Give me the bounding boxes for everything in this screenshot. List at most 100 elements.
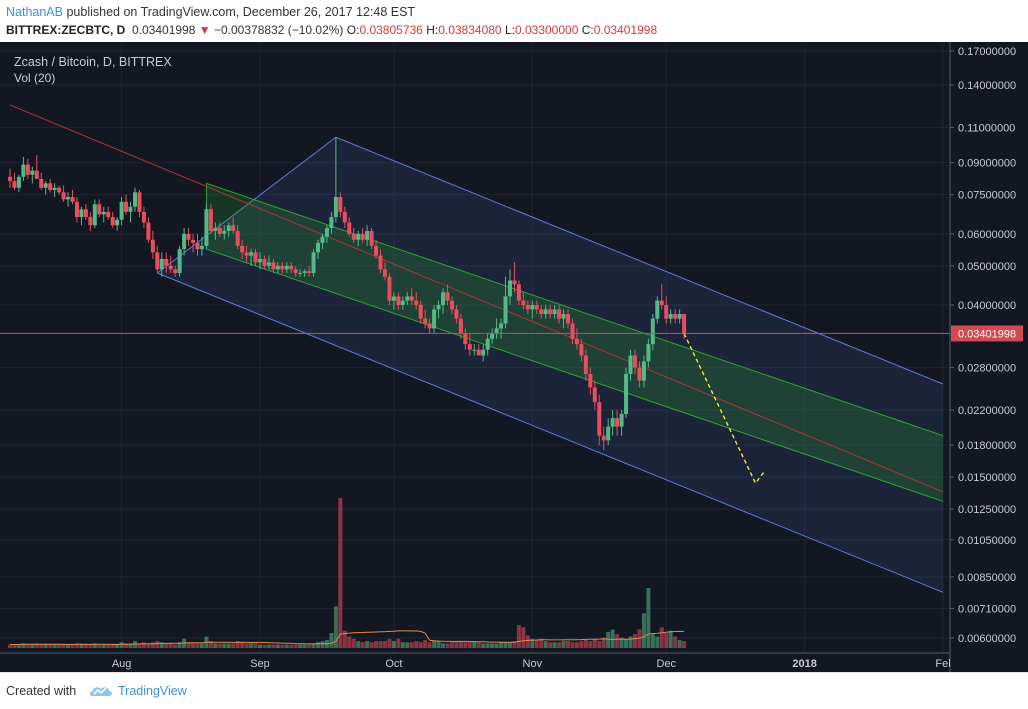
tradingview-brand-link[interactable]: TradingView [118, 684, 187, 698]
change-arrow-icon: ▼ [198, 23, 211, 37]
volume-bar [624, 638, 629, 648]
candle-body [534, 304, 539, 310]
candle-body [204, 209, 209, 246]
last-price: 0.03401998 [132, 23, 196, 37]
outer-channel-top-line [335, 136, 944, 385]
candle-body [342, 211, 347, 223]
volume-bar [574, 642, 579, 648]
volume-bar [222, 643, 227, 648]
candle-body [467, 344, 472, 350]
candle-body [57, 187, 62, 193]
volume-bar [311, 643, 316, 648]
candle-body [316, 242, 321, 253]
volume-bar [423, 639, 428, 648]
candle-body [249, 252, 254, 256]
author-link[interactable]: NathanAB [6, 5, 63, 19]
volume-bar [606, 631, 611, 648]
x-tick-label: Sep [250, 658, 270, 670]
candle-body [199, 245, 204, 250]
change-value: −0.00378832 (−10.02%) [213, 23, 344, 37]
volume-bar [490, 643, 495, 648]
volume-bar [494, 643, 499, 648]
high-label: H: [426, 23, 439, 37]
candle-body [253, 252, 258, 263]
candle-body [324, 228, 329, 237]
volume-bar [418, 642, 423, 648]
y-tick-label: 0.00600000 [958, 633, 1016, 645]
candle-body [677, 313, 682, 319]
volume-bar [164, 643, 169, 648]
price-axis[interactable] [950, 42, 1028, 672]
candle-body [186, 233, 191, 240]
time-axis[interactable] [0, 653, 1028, 672]
volume-bar [342, 630, 347, 648]
volume-bar [632, 634, 637, 648]
volume-bar [405, 642, 410, 648]
candle-body [423, 318, 428, 324]
candle-body [302, 271, 307, 273]
volume-bar [664, 633, 669, 648]
volume-bar [177, 642, 182, 648]
y-tick-label: 0.02200000 [958, 405, 1016, 417]
candle-body [257, 258, 262, 263]
low-label: L: [504, 23, 515, 37]
volume-bar [521, 627, 526, 648]
candle-body [445, 292, 450, 301]
created-with-text: Created with [6, 684, 77, 698]
candle-body [641, 361, 646, 381]
volume-bar [561, 641, 566, 648]
volume-bar [92, 643, 97, 648]
volume-bar [516, 624, 521, 648]
candle-body [21, 164, 26, 177]
close-label: C: [581, 23, 594, 37]
candle-body [458, 318, 463, 334]
candle-body [525, 304, 530, 310]
price-chart[interactable]: 0.17000000 0.14000000 0.11000000 0.09000000… [0, 42, 1028, 672]
candle-body [382, 269, 387, 277]
chart-area[interactable]: 0.17000000 0.14000000 0.11000000 0.09000000… [0, 42, 1028, 672]
candle-body [668, 313, 673, 319]
volume-bar [271, 644, 276, 648]
candle-body [659, 300, 664, 305]
candle-body [88, 217, 93, 226]
tradingview-cloud-icon[interactable] [88, 683, 114, 699]
volume-bar [539, 638, 544, 648]
candle-body [650, 318, 655, 345]
volume-bar [391, 641, 396, 648]
candle-body [213, 228, 218, 231]
candle-body [369, 230, 374, 246]
candle-body [664, 304, 669, 319]
candle-body [83, 209, 88, 218]
volume-bar [48, 644, 53, 648]
volume-bar [530, 638, 535, 648]
candle-body [387, 276, 392, 301]
volume-bar [21, 643, 26, 648]
volume-bar [338, 498, 343, 648]
volume-bar [615, 634, 620, 648]
candle-body [159, 258, 164, 270]
candle-body [284, 265, 289, 270]
candle-body [66, 196, 71, 200]
candle-body [615, 418, 620, 427]
x-tick-label: 2018 [792, 658, 816, 670]
volume-bar [25, 644, 30, 648]
volume-bar [601, 637, 606, 648]
candle-body [400, 300, 405, 305]
volume-bar [8, 644, 12, 648]
symbol-label[interactable]: BITTREX:ZECBTC, D [6, 23, 126, 37]
candle-body [566, 313, 571, 324]
volume-bar [637, 629, 642, 648]
open-label: O: [346, 23, 360, 37]
footer: Created with TradingView [0, 672, 1028, 709]
candle-body [494, 328, 499, 334]
candle-body [168, 265, 173, 270]
volume-bar [61, 644, 66, 648]
candle-body [146, 222, 151, 240]
candle-body [374, 245, 379, 256]
volume-bar [244, 643, 249, 648]
candle-body [235, 230, 240, 246]
candle-body [347, 222, 352, 234]
volume-bar [454, 641, 459, 648]
channels [9, 104, 944, 593]
publish-info: NathanAB published on TradingView.com, D… [6, 5, 415, 19]
